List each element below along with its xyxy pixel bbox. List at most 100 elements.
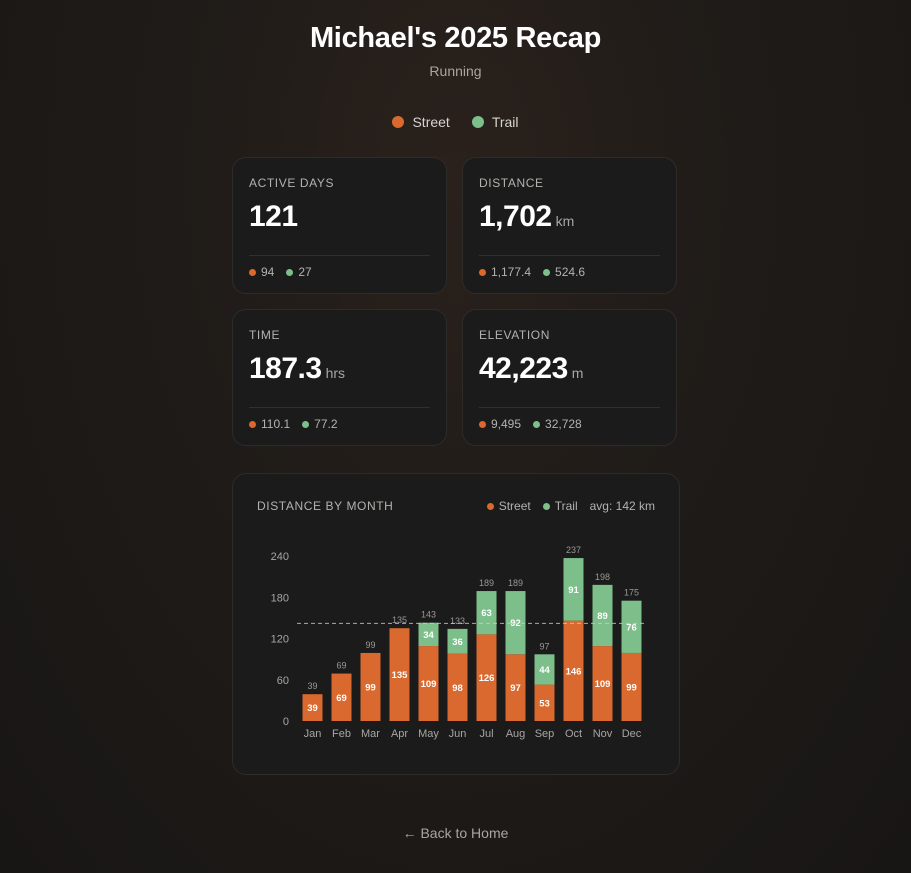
bar-trail-label: 63 xyxy=(481,608,492,619)
chart-legend-trail: Trail xyxy=(554,499,578,513)
stat-label: TIME xyxy=(249,328,281,342)
bar-street-label: 109 xyxy=(421,679,437,690)
bar-street-label: 69 xyxy=(336,693,347,704)
bar-trail-label: 89 xyxy=(597,611,608,622)
y-tick-label: 180 xyxy=(271,592,289,604)
street-dot-icon xyxy=(479,420,486,428)
street-dot-icon xyxy=(479,268,486,276)
stat-value: 121 xyxy=(249,200,298,233)
stat-trail-value: 27 xyxy=(298,265,312,279)
bar-total-label: 39 xyxy=(307,681,317,691)
bar-trail xyxy=(534,654,555,685)
x-tick-label: May xyxy=(418,728,439,740)
bar-street-label: 109 xyxy=(595,679,611,690)
top-legend: Street Trail xyxy=(0,114,911,130)
bar-street-label: 97 xyxy=(510,683,521,694)
back-to-home-link[interactable]: ← Back to Home xyxy=(0,825,911,841)
chart-legend-street: Street xyxy=(498,499,531,513)
bar-street xyxy=(389,628,410,721)
bar-street-label: 99 xyxy=(626,682,637,693)
divider xyxy=(249,255,430,256)
x-tick-label: Sep xyxy=(535,728,555,740)
bar-trail-label: 76 xyxy=(626,622,637,633)
y-tick-label: 0 xyxy=(283,716,289,728)
legend-trail-label: Trail xyxy=(491,114,519,130)
bar-street-label: 146 xyxy=(566,666,582,677)
bar-street xyxy=(563,620,584,721)
stat-value: 42,223 m xyxy=(479,352,584,385)
stat-trail-value: 32,728 xyxy=(545,417,582,431)
bar-street xyxy=(331,673,352,721)
trail-dot-icon xyxy=(302,420,310,428)
stat-split: 1,177.4 524.6 xyxy=(479,265,585,279)
x-tick-label: Apr xyxy=(391,728,408,740)
bar-street xyxy=(302,694,323,721)
bar-street-label: 98 xyxy=(452,683,463,694)
bar-street xyxy=(476,634,497,721)
stat-split: 94 27 xyxy=(249,265,312,279)
page-title: Michael's 2025 Recap xyxy=(309,22,602,54)
bar-total-label: 198 xyxy=(595,572,610,582)
stacked-bar-chart: 0 60 120 180 240 39 39 Jan 69 69 Feb 99 99 Mar 135 135 A… xyxy=(271,545,646,740)
bar-trail xyxy=(447,628,468,654)
legend-item-trail: Trail xyxy=(471,114,519,130)
stat-split: 9,495 32,728 xyxy=(479,417,582,431)
page-subtitle: Running xyxy=(429,63,482,79)
bar-trail xyxy=(418,622,439,647)
bar-total-label: 237 xyxy=(566,545,581,555)
bar-street-label: 126 xyxy=(479,673,495,684)
stat-split: 110.1 77.2 xyxy=(249,417,338,431)
stat-value: 187.3 hrs xyxy=(249,352,346,385)
bar-total-label: 99 xyxy=(365,640,375,650)
bar-street-label: 99 xyxy=(365,682,376,693)
bar-trail-label: 36 xyxy=(452,637,463,648)
chart-legend-avg: avg: 142 km xyxy=(589,499,655,513)
x-tick-label: Jan xyxy=(304,728,322,740)
back-to-home-label[interactable]: ← Back to Home xyxy=(402,825,509,841)
bar-total-label: 97 xyxy=(539,641,549,651)
y-tick-label: 240 xyxy=(271,551,289,563)
stat-card-distance: DISTANCE 1,702 km 1,177.4 524.6 xyxy=(462,157,677,294)
bar-street xyxy=(505,654,526,721)
stat-street-value: 9,495 xyxy=(491,417,522,431)
stat-label: ACTIVE DAYS xyxy=(249,176,335,190)
bar-street xyxy=(592,646,613,721)
y-tick-label: 120 xyxy=(271,634,289,646)
y-tick-label: 60 xyxy=(277,675,289,687)
chart-legend: Street Trail avg: 142 km xyxy=(486,499,655,513)
x-tick-label: Jun xyxy=(449,728,467,740)
x-tick-label: Mar xyxy=(361,728,380,740)
bar-street-label: 39 xyxy=(307,703,318,714)
bar-trail-label: 34 xyxy=(423,630,434,641)
street-dot-icon xyxy=(249,420,256,428)
stat-street-value: 1,177.4 xyxy=(491,265,532,279)
trail-dot-icon xyxy=(543,268,551,276)
x-tick-label: Oct xyxy=(565,728,582,740)
stat-card-active-days: ACTIVE DAYS 121 94 27 xyxy=(232,157,447,294)
street-dot-icon xyxy=(249,268,256,276)
bar-total-label: 189 xyxy=(479,578,494,588)
x-tick-label: Aug xyxy=(506,728,526,740)
bar-street xyxy=(621,652,642,721)
x-tick-label: Dec xyxy=(622,728,642,740)
bar-total-label: 143 xyxy=(421,610,436,620)
bar-trail-label: 91 xyxy=(568,585,579,596)
bar-total-label: 135 xyxy=(392,615,407,625)
trail-dot-icon xyxy=(542,502,550,510)
stat-label: DISTANCE xyxy=(479,176,544,190)
bar-trail xyxy=(563,558,584,621)
trail-dot-icon xyxy=(471,116,484,128)
bar-total-label: 189 xyxy=(508,578,523,588)
bar-street xyxy=(534,684,555,721)
chart-title: DISTANCE BY MONTH xyxy=(257,499,394,513)
bar-street xyxy=(447,653,468,721)
street-dot-icon xyxy=(392,116,405,128)
legend-street-label: Street xyxy=(412,114,450,130)
street-dot-icon xyxy=(486,502,494,510)
divider xyxy=(479,407,660,408)
bar-trail xyxy=(621,600,642,653)
trail-dot-icon xyxy=(286,268,294,276)
bar-total-label: 175 xyxy=(624,588,639,598)
stat-trail-value: 77.2 xyxy=(314,417,338,431)
stat-street-value: 110.1 xyxy=(261,417,291,431)
